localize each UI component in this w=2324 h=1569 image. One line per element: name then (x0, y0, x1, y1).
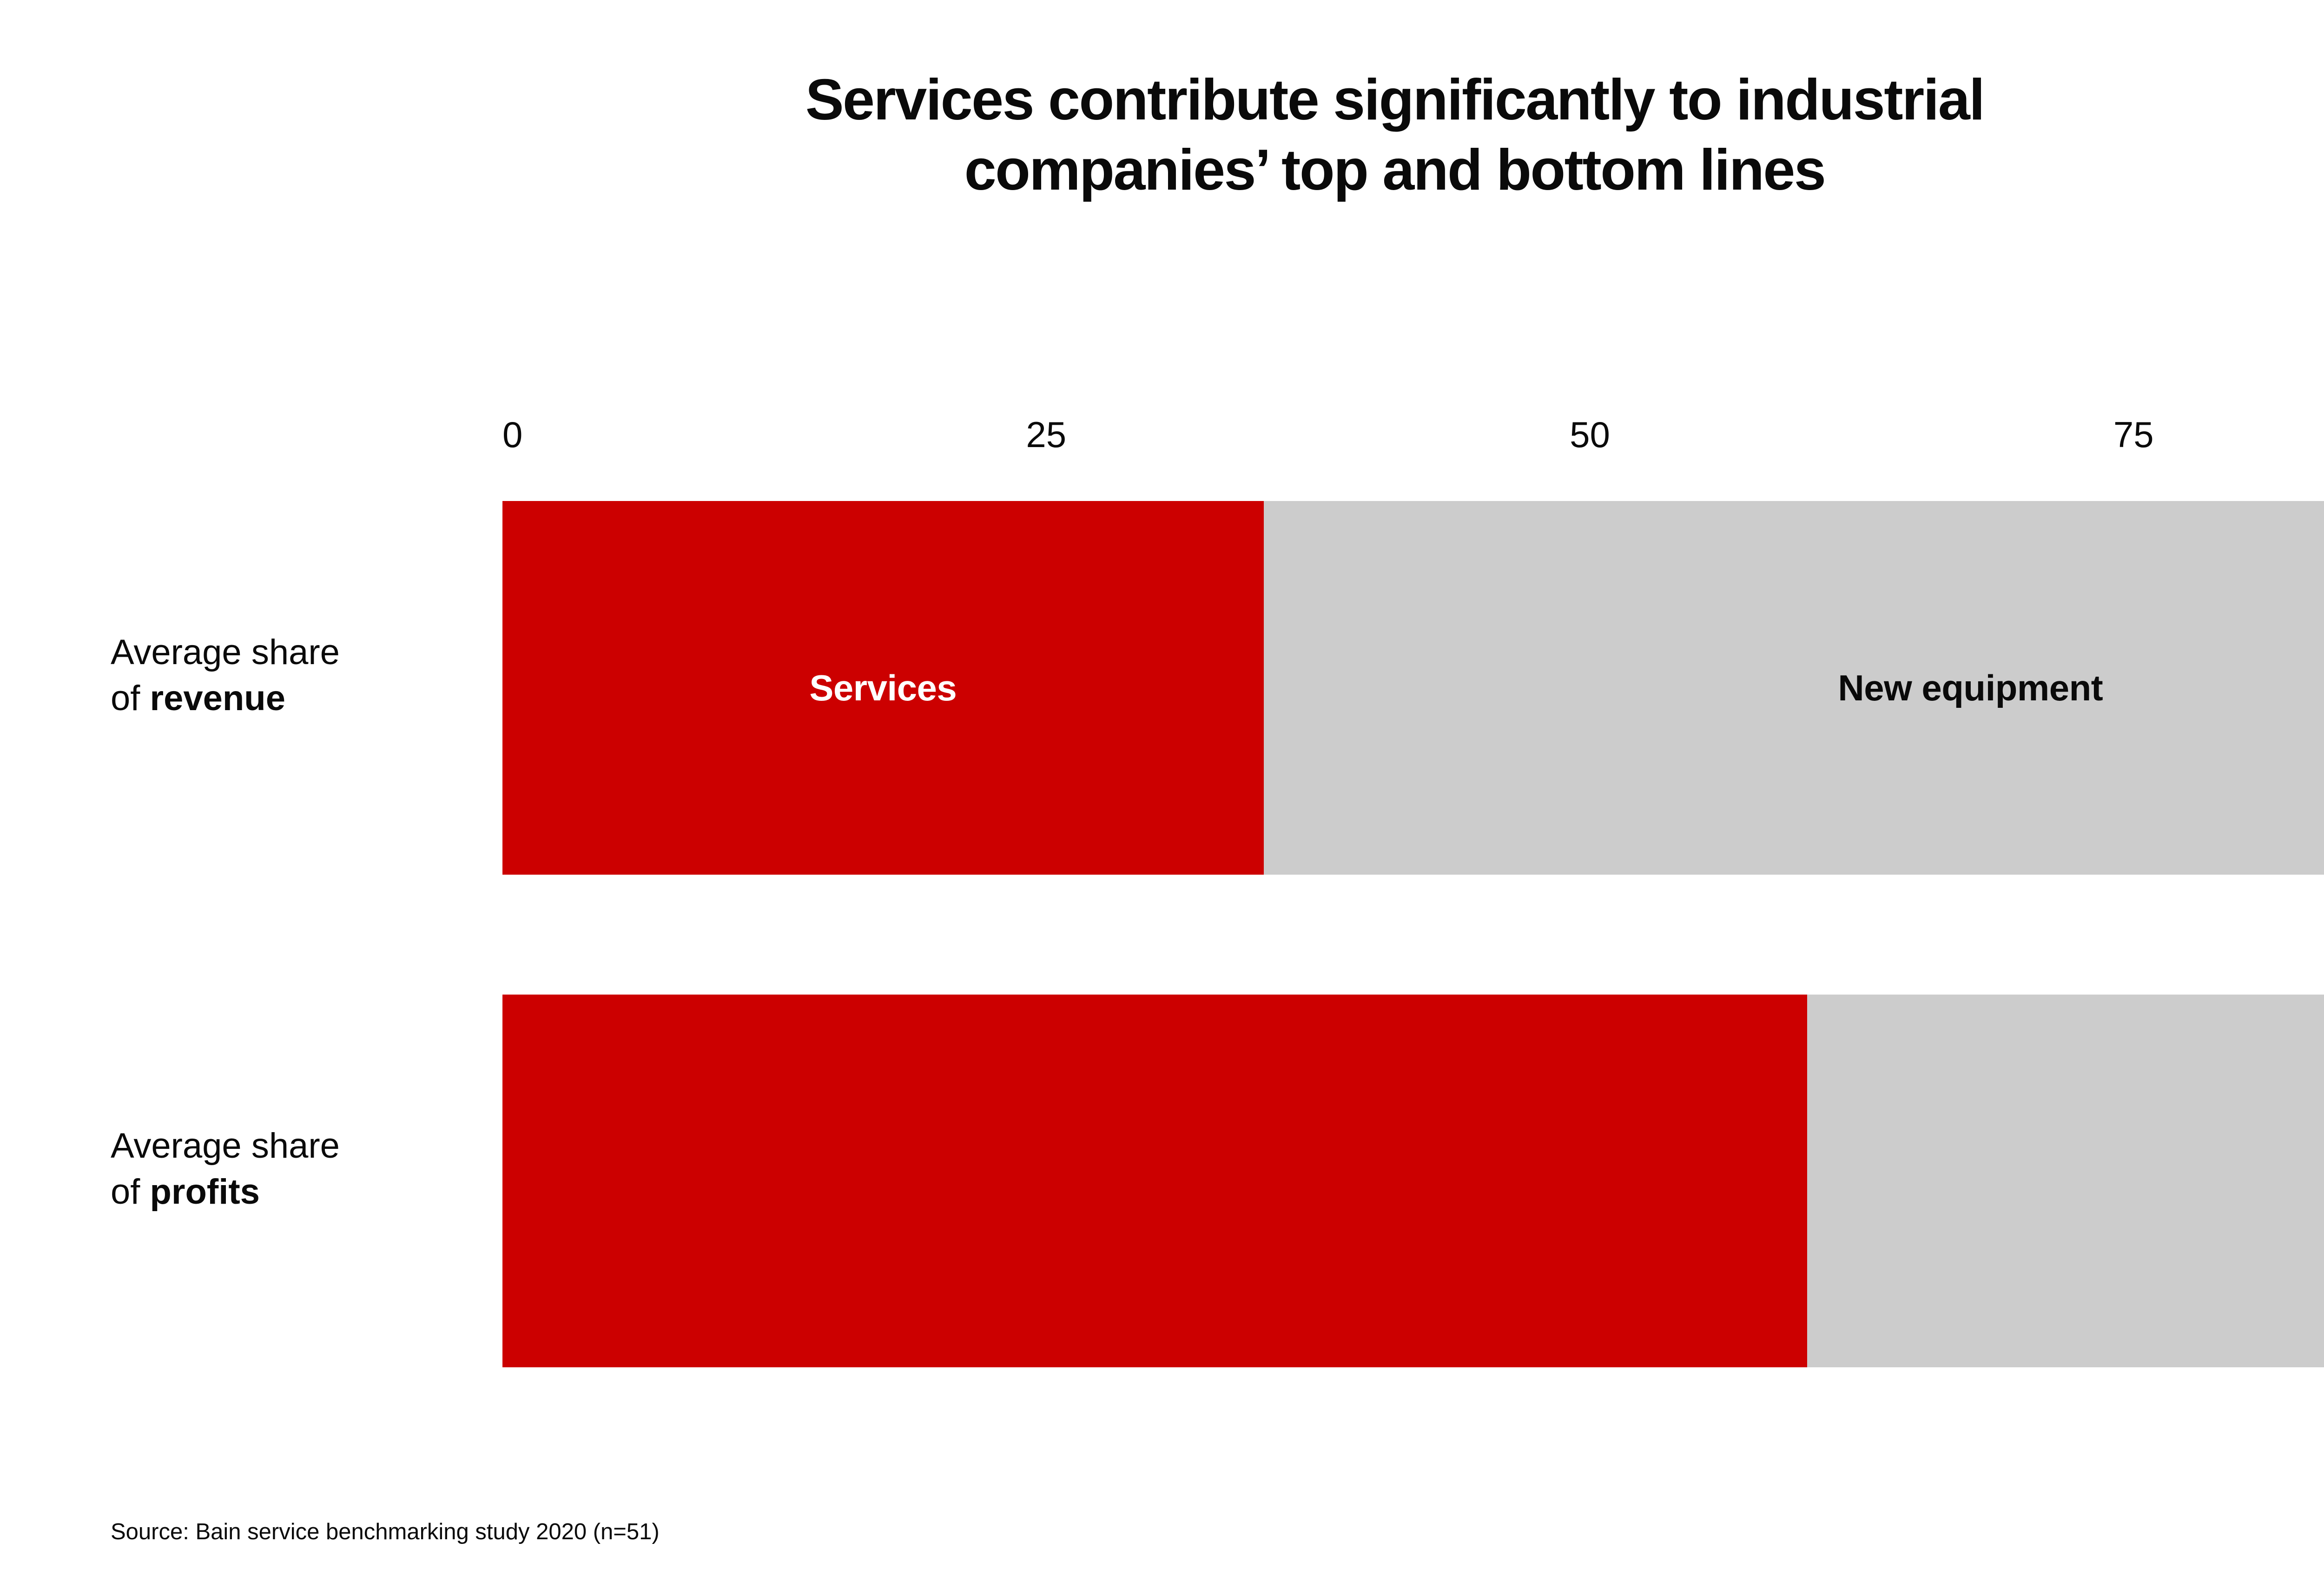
row-label-profits-line1: Average share (111, 1126, 340, 1166)
x-tick-label-0: 0 (502, 414, 523, 455)
source-note: Source: Bain service benchmarking study … (111, 1519, 660, 1544)
bar-segment-services-label: Services (809, 667, 957, 708)
bar-row-revenue: Services New equipment (502, 501, 2324, 875)
bar-segment-services-revenue[interactable]: Services (502, 501, 1264, 875)
row-label-profits-emphasis: profits (150, 1172, 260, 1212)
bar-segment-services-profits[interactable] (502, 995, 1808, 1367)
row-label-profits-prefix: of (111, 1172, 150, 1212)
x-axis: 0 25 50 75 100% (502, 409, 2324, 465)
row-label-revenue: Average share of revenue (111, 630, 482, 722)
bar-segment-new-equipment-revenue[interactable]: New equipment (1263, 501, 2324, 875)
bar-segment-new-equipment-profits[interactable] (1807, 995, 2324, 1367)
row-label-revenue-prefix: of (111, 678, 150, 718)
x-tick-label-50: 50 (1570, 414, 1610, 455)
row-label-revenue-line1: Average share (111, 633, 340, 672)
bar-segment-new-equipment-label: New equipment (1838, 667, 2103, 708)
row-label-revenue-emphasis: revenue (150, 678, 286, 718)
bar-row-profits (502, 995, 2324, 1367)
page-title: Services contribute significantly to ind… (0, 65, 2324, 206)
x-tick-label-75: 75 (2113, 414, 2154, 455)
title-line-1: Services contribute significantly to ind… (805, 68, 1985, 132)
title-line-2: companies’ top and bottom lines (964, 138, 1826, 203)
row-label-profits: Average share of profits (111, 1123, 482, 1215)
x-tick-label-25: 25 (1026, 414, 1067, 455)
